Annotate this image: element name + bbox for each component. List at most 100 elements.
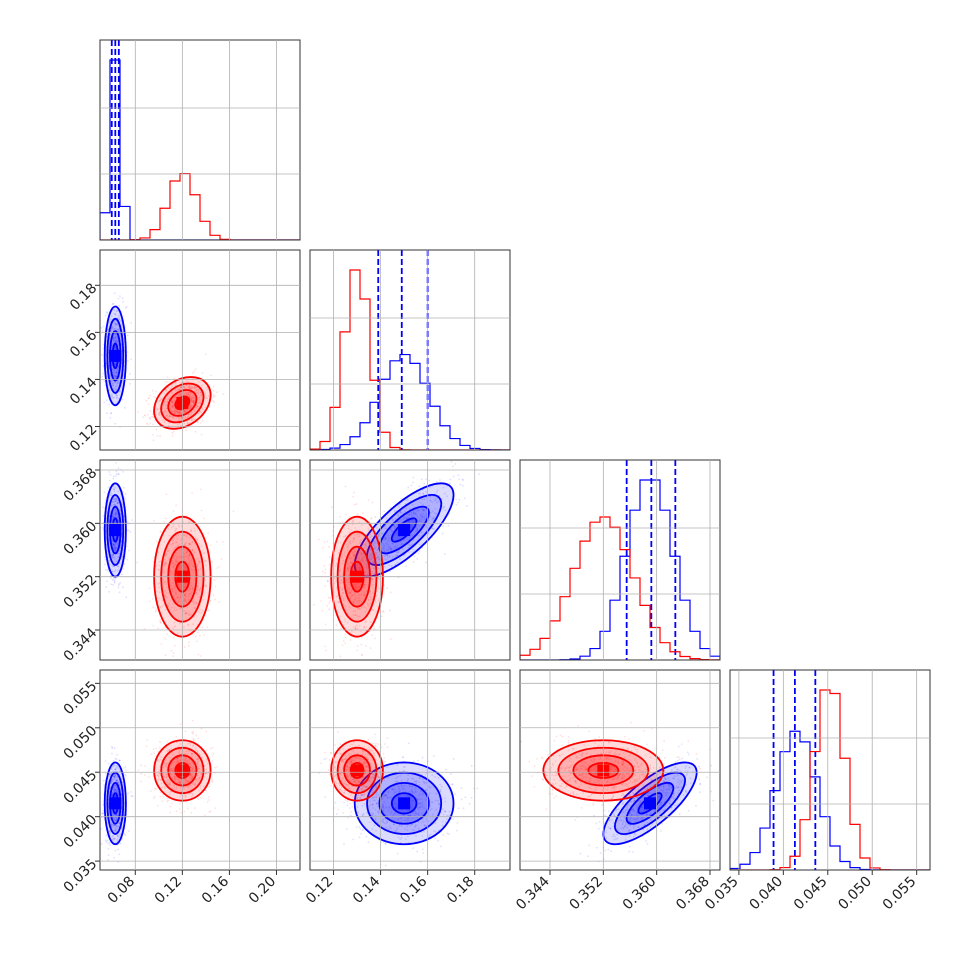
scatter-point — [356, 614, 359, 617]
scatter-point — [105, 586, 107, 588]
scatter-point — [159, 621, 162, 624]
scatter-point — [113, 544, 115, 547]
scatter-point — [421, 516, 423, 519]
scatter-point — [192, 739, 195, 742]
scatter-point — [110, 333, 112, 336]
scatter-point — [179, 388, 181, 391]
scatter-point — [118, 328, 121, 330]
scatter-point — [367, 573, 369, 576]
scatter-point — [183, 626, 186, 628]
scatter-point — [187, 426, 189, 429]
scatter-point — [431, 527, 434, 530]
scatter-point — [116, 502, 119, 504]
scatter-point — [198, 410, 201, 413]
scatter-point — [365, 607, 368, 610]
scatter-point — [341, 556, 344, 559]
scatter-point — [421, 515, 424, 518]
scatter-point — [188, 613, 191, 616]
scatter-point — [214, 807, 217, 810]
scatter-point — [435, 480, 438, 483]
scatter-point — [149, 422, 152, 425]
scatter-point — [188, 413, 191, 416]
scatter-point — [195, 602, 198, 605]
scatter-point — [183, 663, 185, 665]
scatter-point — [114, 341, 117, 344]
scatter-point — [454, 463, 457, 465]
scatter-point — [185, 601, 188, 604]
scatter-point — [413, 510, 415, 512]
scatter-point — [116, 766, 118, 769]
scatter-point — [374, 599, 377, 602]
scatter-point — [317, 538, 320, 541]
scatter-point — [186, 392, 188, 394]
scatter-point — [165, 407, 168, 410]
scatter-point — [172, 510, 175, 513]
scatter-point — [183, 565, 186, 568]
scatter-point — [458, 478, 461, 481]
scatter-point — [190, 387, 193, 390]
scatter-point — [118, 304, 120, 307]
scatter-point — [191, 752, 193, 755]
scatter-point — [213, 579, 216, 581]
scatter-point — [116, 339, 118, 341]
scatter-point — [199, 587, 202, 590]
scatter-point — [111, 518, 113, 521]
scatter-point — [342, 597, 345, 600]
scatter-point — [114, 825, 116, 827]
scatter-point — [321, 570, 324, 573]
scatter-point — [166, 763, 169, 765]
scatter-point — [390, 548, 393, 551]
scatter-point — [113, 790, 115, 793]
scatter-point — [198, 396, 201, 399]
scatter-point — [113, 764, 116, 767]
scatter-point — [208, 609, 210, 612]
scatter-point — [345, 584, 348, 587]
scatter-point — [102, 810, 105, 812]
scatter-point — [365, 626, 368, 628]
scatter-point — [171, 405, 174, 408]
scatter-point — [351, 540, 354, 543]
scatter-point — [177, 556, 180, 559]
scatter-point — [385, 542, 388, 545]
scatter-point — [418, 534, 421, 537]
scatter-point — [172, 652, 175, 654]
scatter-point — [113, 775, 116, 778]
scatter-point — [202, 598, 205, 601]
scatter-point — [106, 312, 109, 314]
scatter-point — [127, 529, 130, 532]
scatter-point — [113, 813, 115, 816]
scatter-point — [429, 486, 431, 489]
scatter-point — [102, 506, 104, 509]
scatter-point — [216, 391, 218, 394]
scatter-point — [351, 552, 354, 554]
scatter-point — [137, 769, 140, 772]
scatter-point — [115, 368, 118, 371]
scatter-point — [357, 597, 360, 600]
scatter-point — [126, 334, 129, 337]
scatter-point — [113, 838, 115, 841]
scatter-point — [421, 498, 423, 501]
scatter-point — [409, 524, 412, 527]
scatter-point — [112, 553, 115, 556]
scatter-point — [357, 615, 360, 618]
panel-0-3: 0.08 0.12 0.16 0.200.0350.0400.0450.0500.05… — [61, 669, 301, 907]
scatter-point — [378, 572, 381, 575]
scatter-point — [179, 424, 182, 427]
scatter-point — [114, 810, 117, 812]
scatter-point — [359, 630, 362, 633]
scatter-point — [423, 498, 426, 501]
scatter-point — [177, 595, 179, 598]
scatter-point — [158, 400, 161, 403]
histogram-series-0 — [100, 59, 300, 240]
scatter-point — [388, 556, 391, 559]
scatter-point — [340, 579, 343, 582]
scatter-point — [117, 565, 120, 568]
scatter-point — [372, 583, 374, 586]
scatter-point — [108, 367, 111, 370]
scatter-point — [121, 503, 124, 506]
scatter-point — [358, 624, 361, 627]
scatter-point — [395, 551, 398, 554]
scatter-point — [210, 561, 213, 563]
scatter-point — [194, 635, 197, 638]
scatter-point — [194, 386, 197, 389]
